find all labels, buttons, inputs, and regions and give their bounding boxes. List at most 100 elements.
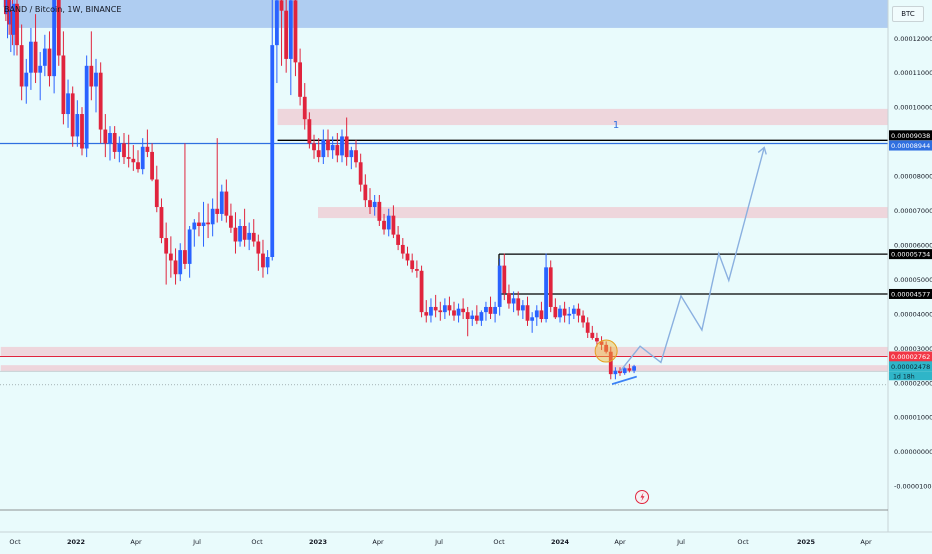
candle-body [316, 150, 321, 158]
candle-body [414, 269, 419, 271]
zone-red [0, 365, 889, 372]
y-tick-label: 0.00003000 [894, 345, 932, 353]
candle-body [493, 306, 497, 314]
candle-body [410, 260, 415, 270]
candle-body [520, 305, 525, 311]
price-label-box [889, 249, 932, 260]
candle-body [396, 234, 401, 245]
x-tick-label: 2025 [797, 538, 816, 546]
candle-body [270, 45, 275, 258]
candle-body [544, 267, 548, 320]
candle-body [530, 317, 535, 321]
price-label-text: 0.00005734 [891, 251, 930, 259]
zone-red [277, 108, 889, 126]
candle-body [461, 308, 466, 313]
candle-body [274, 0, 279, 46]
x-tick-label: Apr [130, 538, 142, 546]
candle-body [29, 41, 33, 73]
candle-body [474, 315, 479, 321]
candle-body [233, 227, 238, 242]
zone-red [0, 346, 889, 356]
candle-body [183, 250, 187, 264]
candle-body [80, 114, 84, 149]
candle-body [206, 222, 210, 225]
candle-body [150, 151, 154, 180]
candle-body [525, 305, 530, 321]
candle-body [442, 305, 447, 313]
candle-body [136, 162, 140, 170]
y-tick-label: -0.00001000 [894, 483, 932, 491]
candle-body [488, 306, 493, 314]
candle-body [293, 0, 298, 63]
y-tick-label: 0.00011000 [894, 69, 932, 77]
candle-body [562, 308, 567, 316]
x-tick-label: Apr [614, 538, 626, 546]
candle-body [400, 244, 405, 254]
y-tick-label: 0.00001000 [894, 414, 932, 422]
candle-body [70, 93, 75, 137]
countdown-box [889, 371, 932, 381]
candle-body [344, 136, 349, 158]
candle-body [581, 315, 585, 323]
candle-body [19, 45, 24, 87]
candle-body [539, 310, 544, 320]
candle-body [553, 306, 558, 318]
candle-body [479, 312, 484, 321]
candle-body [456, 308, 461, 316]
currency-button[interactable]: BTC [892, 6, 924, 22]
candle-body [279, 0, 284, 11]
candle-body [251, 232, 256, 242]
x-tick-label: Jul [434, 538, 443, 546]
candle-body [534, 310, 539, 318]
y-tick-label: 0.00008000 [894, 173, 932, 181]
candle-body [122, 143, 126, 158]
candle-body [242, 226, 247, 240]
y-tick-label: 0.00006000 [894, 241, 932, 249]
candle-body [447, 305, 452, 311]
candle-body [33, 41, 38, 73]
candle-body [433, 306, 438, 311]
x-tick-label: Jul [192, 538, 201, 546]
candle-body [42, 48, 47, 66]
candle-body [419, 270, 424, 313]
candle-body [192, 222, 197, 230]
y-tick-label: 0.00012000 [894, 35, 932, 43]
candle-body [377, 201, 382, 221]
candle-body [15, 3, 19, 46]
price-label-box [889, 361, 932, 372]
price-label-box [889, 288, 932, 299]
candle-body [159, 207, 164, 239]
candle-body [368, 200, 372, 208]
candle-body [608, 351, 613, 375]
candle-body [429, 306, 433, 316]
candle-body [571, 308, 576, 314]
price-label-text: 0.00002762 [891, 353, 930, 361]
candle-body [168, 253, 173, 261]
candle-body [516, 298, 521, 311]
candle-body [84, 65, 89, 149]
projection-path [619, 147, 765, 372]
candle-body [340, 136, 344, 156]
x-tick-label: Apr [860, 538, 872, 546]
candle-body [363, 184, 368, 201]
y-tick-label: 0.00005000 [894, 276, 932, 284]
y-tick-label: 0.00000000 [894, 448, 932, 456]
candle-body [117, 143, 122, 152]
symbol-info[interactable]: BAND / Bitcoin, 1W, BINANCE [4, 5, 122, 14]
candle-body [618, 370, 622, 374]
candle-body [590, 332, 595, 338]
candle-body [75, 114, 80, 137]
candle-body [558, 308, 562, 318]
candle-body [98, 72, 103, 130]
candle-body [219, 191, 224, 214]
x-tick-label: Oct [251, 538, 263, 546]
candle-body [288, 0, 293, 59]
candle-body [484, 306, 488, 313]
candle-body [210, 208, 215, 225]
candle-body [261, 253, 265, 268]
candle-body [164, 238, 169, 254]
candle-body [372, 201, 377, 208]
flash-event-icon[interactable] [635, 490, 649, 504]
